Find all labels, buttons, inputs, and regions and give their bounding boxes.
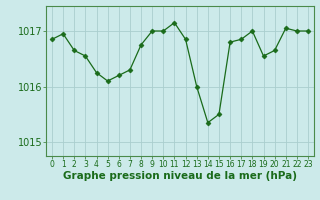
- X-axis label: Graphe pression niveau de la mer (hPa): Graphe pression niveau de la mer (hPa): [63, 171, 297, 181]
